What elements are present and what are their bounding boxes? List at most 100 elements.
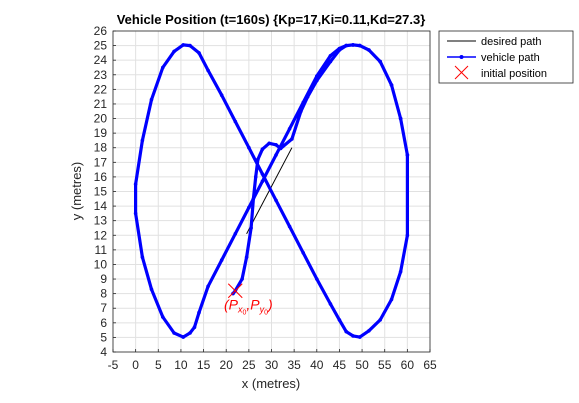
series-point-vehicle-path: [301, 251, 306, 255]
legend-label-initial-position: initial position: [481, 68, 547, 80]
x-tick-label: 60: [401, 358, 415, 372]
series-point-vehicle-path: [405, 233, 410, 238]
y-tick-label: 15: [94, 185, 108, 199]
series-point-vehicle-path: [206, 284, 210, 289]
x-axis-label: x (metres): [242, 376, 301, 391]
series-point-vehicle-path: [260, 147, 265, 151]
series-point-vehicle-path: [398, 116, 403, 121]
initial-position-annotation: (Px0,Py0): [224, 297, 273, 317]
y-tick-label: 12: [94, 228, 108, 242]
y-tick-label: 18: [94, 141, 108, 155]
series-point-vehicle-path: [219, 258, 224, 262]
y-tick-label: 26: [94, 24, 108, 38]
series-point-vehicle-path: [247, 205, 251, 210]
y-axis-label: y (metres): [69, 162, 84, 221]
series-point-vehicle-path: [140, 138, 145, 143]
chart-title: Vehicle Position (t=160s) {Kp=17,Ki=0.11…: [117, 12, 426, 27]
y-tick-label: 6: [100, 316, 107, 330]
series-point-vehicle-path: [161, 315, 165, 319]
series-point-vehicle-path: [260, 172, 265, 176]
series-point-vehicle-path: [278, 146, 283, 151]
x-tick-label: 0: [132, 358, 139, 372]
x-tick-label: 5: [155, 358, 162, 372]
series-point-vehicle-path: [299, 109, 303, 114]
series-point-vehicle-path: [398, 270, 403, 274]
series-point-vehicle-path: [247, 145, 251, 150]
series-point-vehicle-path: [315, 74, 319, 78]
x-tick-label: 10: [174, 358, 188, 372]
series-point-vehicle-path: [172, 49, 176, 54]
series-point-vehicle-path: [328, 59, 333, 64]
x-tick-label: 50: [355, 358, 369, 372]
series-point-vehicle-path: [188, 331, 192, 335]
series-point-vehicle-path: [260, 179, 265, 184]
x-tick-label: 55: [378, 358, 392, 372]
series-point-vehicle-path: [133, 182, 138, 186]
series-point-vehicle-path: [133, 211, 138, 216]
series-point-vehicle-path: [172, 331, 176, 335]
series-point-vehicle-path: [315, 78, 319, 83]
series-point-vehicle-path: [337, 46, 342, 51]
series-point-vehicle-path: [149, 97, 154, 102]
series-point-vehicle-path: [140, 255, 145, 259]
series-point-vehicle-path: [267, 141, 272, 146]
y-tick-label: 13: [94, 214, 108, 228]
series-point-vehicle-path: [367, 48, 371, 52]
marker-stroke: [227, 283, 243, 299]
series-point-vehicle-path: [344, 329, 349, 334]
marker-initial-position: [227, 283, 243, 299]
series-point-vehicle-path: [287, 224, 292, 229]
y-tick-label: 16: [94, 170, 108, 184]
y-tick-label: 17: [94, 155, 108, 169]
legend: desired path vehicle path initial positi…: [438, 30, 574, 84]
series-point-vehicle-path: [188, 43, 192, 48]
plot-series: [133, 43, 410, 339]
series-point-vehicle-path: [344, 43, 349, 48]
series-point-vehicle-path: [315, 277, 319, 281]
series-point-vehicle-path: [351, 43, 355, 47]
x-tick-label: 65: [423, 358, 437, 372]
axis-ticks: -5 0 5 10 15 20 25 30 35 40 45 50 55 60 65456789101112…: [94, 24, 437, 372]
series-point-vehicle-path: [192, 325, 197, 330]
series-point-vehicle-path: [161, 65, 165, 70]
series-point-vehicle-path: [378, 318, 383, 322]
x-tick-label: 35: [287, 358, 301, 372]
series-point-vehicle-path: [274, 198, 278, 203]
series-point-vehicle-path: [219, 93, 224, 97]
series-point-vehicle-path: [197, 310, 201, 315]
y-tick-label: 20: [94, 112, 108, 126]
x-tick-label: 15: [197, 358, 211, 372]
series-point-vehicle-path: [253, 175, 258, 179]
series-point-vehicle-path: [290, 137, 294, 141]
series-point-vehicle-path: [274, 143, 278, 147]
y-tick-label: 25: [94, 39, 108, 53]
series-point-vehicle-path: [233, 119, 238, 124]
plot-frame: [112, 30, 431, 353]
series-line-desired-path: [246, 147, 293, 235]
y-tick-label: 4: [100, 345, 107, 359]
y-tick-label: 24: [94, 53, 108, 67]
series-point-vehicle-path: [244, 255, 249, 259]
series-point-vehicle-path: [301, 100, 306, 105]
series-point-vehicle-path: [181, 43, 185, 47]
series-point-vehicle-path: [389, 297, 394, 302]
series-point-vehicle-path: [405, 153, 410, 157]
series-point-vehicle-path: [149, 287, 154, 292]
y-tick-label: 10: [94, 257, 108, 271]
legend-label-desired-path: desired path: [481, 36, 542, 48]
y-tick-label: 23: [94, 68, 108, 82]
x-tick-label: 30: [265, 358, 279, 372]
y-tick-label: 7: [100, 301, 107, 315]
series-point-vehicle-path: [358, 335, 362, 339]
series-point-vehicle-path: [181, 335, 185, 339]
series-point-vehicle-path: [256, 157, 260, 162]
series-point-vehicle-path: [351, 334, 355, 338]
series-point-vehicle-path: [328, 54, 333, 58]
series-point-vehicle-path: [337, 318, 342, 322]
series-point-vehicle-path: [274, 153, 278, 157]
y-tick-label: 8: [100, 287, 107, 301]
y-tick-label: 5: [100, 330, 107, 344]
series-point-vehicle-path: [206, 68, 210, 73]
series-point-vehicle-path: [251, 197, 256, 201]
